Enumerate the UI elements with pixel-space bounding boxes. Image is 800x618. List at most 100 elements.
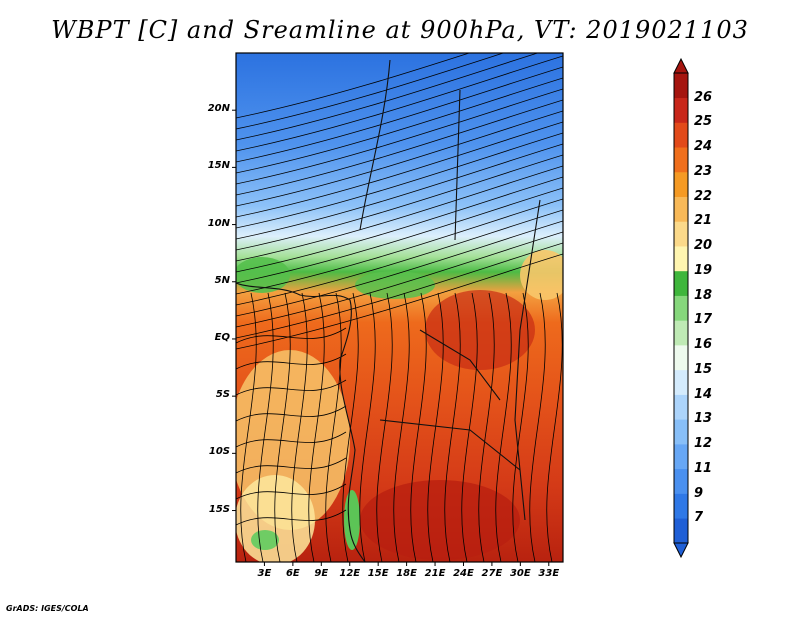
streamline	[236, 405, 347, 422]
colorbar-min-arrow	[673, 542, 689, 559]
colorbar-swatch	[674, 246, 688, 272]
southwest-green-patch	[251, 530, 279, 550]
streamline	[236, 132, 563, 229]
streamline	[325, 292, 342, 562]
streamline	[359, 292, 376, 562]
streamline	[512, 292, 529, 562]
colorbar-max-arrow	[673, 57, 689, 74]
streamline	[236, 154, 563, 251]
colorbar-level-label: 25	[694, 114, 713, 130]
streamline	[274, 292, 291, 562]
streamline	[236, 53, 539, 141]
colorbar-swatch	[674, 97, 688, 123]
streamline	[236, 242, 563, 339]
streamline	[236, 327, 347, 344]
colorbar-swatch	[674, 345, 688, 371]
lat-label: 5S	[215, 389, 230, 401]
streamline	[240, 292, 257, 562]
colorbar-swatch	[674, 419, 688, 445]
streamline	[257, 292, 274, 562]
colorbar-level-label: 13	[694, 411, 713, 427]
streamline	[236, 187, 563, 284]
streamline	[236, 53, 471, 119]
lon-label: 15E	[367, 568, 389, 579]
grads-credit: GrADS: IGES/COLA	[6, 604, 89, 613]
streamline	[236, 176, 563, 273]
lon-label: 30E	[509, 568, 531, 579]
streamline	[236, 66, 563, 163]
lat-label: 10N	[207, 217, 230, 229]
colorbar-level-label: 17	[694, 312, 713, 328]
streamline	[529, 292, 546, 562]
colorbar-swatch	[674, 196, 688, 222]
colorbar-swatch	[674, 221, 688, 247]
streamline	[236, 379, 347, 396]
streamline	[236, 231, 563, 328]
coastal-green-patch	[344, 490, 360, 550]
colorbar-swatch	[674, 518, 688, 544]
colorbar-swatch	[674, 147, 688, 173]
colorbar-level-label: 21	[694, 213, 713, 229]
streamline	[546, 292, 563, 562]
colorbar-level-label: 20	[694, 238, 713, 254]
streamlines	[236, 53, 580, 562]
colorbar-frame	[673, 72, 689, 544]
lat-label: 15S	[208, 503, 230, 515]
streamline	[236, 198, 563, 295]
colorbar-level-label: 18	[694, 287, 713, 303]
streamline	[236, 457, 347, 474]
streamline	[236, 99, 563, 196]
streamline	[427, 292, 444, 562]
lat-label: 5N	[214, 274, 230, 286]
colorbar-swatch	[674, 171, 688, 197]
streamline	[236, 353, 347, 370]
colorbar-level-label: 22	[694, 188, 713, 204]
streamline	[236, 77, 563, 174]
streamline	[376, 292, 393, 562]
streamline	[236, 110, 563, 207]
streamline	[236, 55, 563, 152]
streamline	[236, 483, 347, 500]
colorbar-swatch	[674, 295, 688, 321]
colorbar-swatch	[674, 122, 688, 148]
lon-label: 24E	[453, 568, 474, 579]
lon-label: 6E	[285, 568, 300, 579]
map-title: WBPT [C] and Sreamline at 900hPa, VT: 20…	[51, 16, 749, 44]
colorbar-level-label: 24	[694, 139, 713, 155]
colorbar-swatch	[674, 270, 688, 296]
lon-label: 18E	[396, 568, 417, 579]
colorbar-level-label: 16	[694, 337, 713, 353]
lat-label: 10S	[208, 446, 230, 458]
streamline	[236, 121, 563, 218]
colorbar-level-label: 26	[694, 89, 713, 105]
lon-label: 12E	[339, 568, 361, 579]
axis-ticks	[232, 109, 550, 566]
colorbar-level-label: 11	[694, 460, 713, 476]
colorbar-level-label: 19	[694, 262, 713, 278]
streamline	[393, 292, 410, 562]
country-borders	[359, 59, 541, 521]
lon-label: 9E	[314, 568, 329, 579]
colorbar-swatch	[674, 73, 688, 99]
coastlines-borders	[236, 59, 541, 562]
colorbar-level-label: 15	[694, 361, 713, 377]
streamline	[236, 220, 563, 317]
streamline	[236, 165, 563, 262]
colorbar-level-label: 14	[694, 386, 713, 402]
colorbar-swatch	[674, 320, 688, 346]
streamline	[564, 293, 580, 562]
colorbar	[673, 57, 689, 559]
lon-label: 33E	[538, 568, 560, 579]
streamline	[236, 88, 563, 185]
streamline	[236, 209, 563, 306]
western-green-band	[236, 257, 290, 293]
colorbar-swatch	[674, 493, 688, 519]
lat-label: EQ	[214, 331, 230, 343]
colorbar-swatch	[674, 444, 688, 470]
colorbar-level-label: 9	[694, 485, 704, 501]
colorbar-swatch	[674, 369, 688, 395]
streamline	[291, 292, 308, 562]
lat-label: 20N	[207, 103, 230, 115]
map-frame	[235, 52, 564, 563]
